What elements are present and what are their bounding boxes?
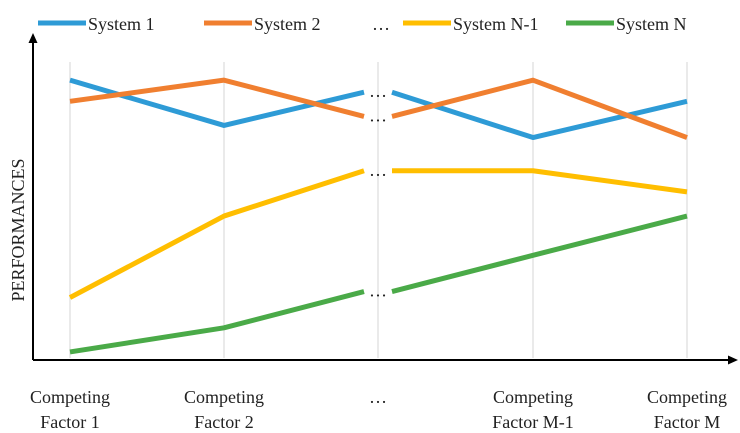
legend-label-system-2: System 2 (254, 14, 321, 34)
legend-label-system-1: System 1 (88, 14, 155, 34)
series-line-system-n-part-2 (391, 213, 688, 294)
series-line-system-2-part-1 (69, 77, 365, 119)
series-line-system-n-1-part-1 (68, 168, 365, 300)
series-lines (68, 77, 688, 355)
series-line-system-n-1-part-2 (392, 168, 688, 195)
legend-ellipsis: … (372, 14, 390, 34)
gap-ellipsis-3: … (369, 160, 387, 180)
gap-markers: … … … … (369, 81, 387, 300)
legend: System 1 System 2 … System N-1 System N (38, 14, 687, 34)
series-line-system-1-part-2 (391, 89, 688, 141)
gap-ellipsis-1: … (369, 81, 387, 101)
x-tick-label-3: … (369, 387, 387, 407)
x-tick-label-1: Competing Factor 1 (30, 387, 110, 432)
x-tick-label-4: Competing Factor M-1 (492, 387, 573, 432)
gap-ellipsis-2: … (369, 105, 387, 125)
grid-lines (69, 62, 688, 358)
legend-label-system-n-1: System N-1 (453, 14, 539, 34)
legend-label-system-n: System N (616, 14, 687, 34)
x-tick-label-2: Competing Factor 2 (184, 387, 264, 432)
gap-ellipsis-4: … (369, 281, 387, 301)
axes (28, 33, 738, 365)
y-axis-label: PERFORMANCES (8, 158, 28, 301)
x-tick-label-5: Competing Factor M (647, 387, 727, 432)
series-line-system-n-part-1 (69, 289, 365, 355)
x-axis-arrow (728, 355, 738, 365)
y-axis-arrow (28, 33, 38, 43)
x-tick-labels: Competing Factor 1 Competing Factor 2 … Compe… (30, 387, 727, 432)
